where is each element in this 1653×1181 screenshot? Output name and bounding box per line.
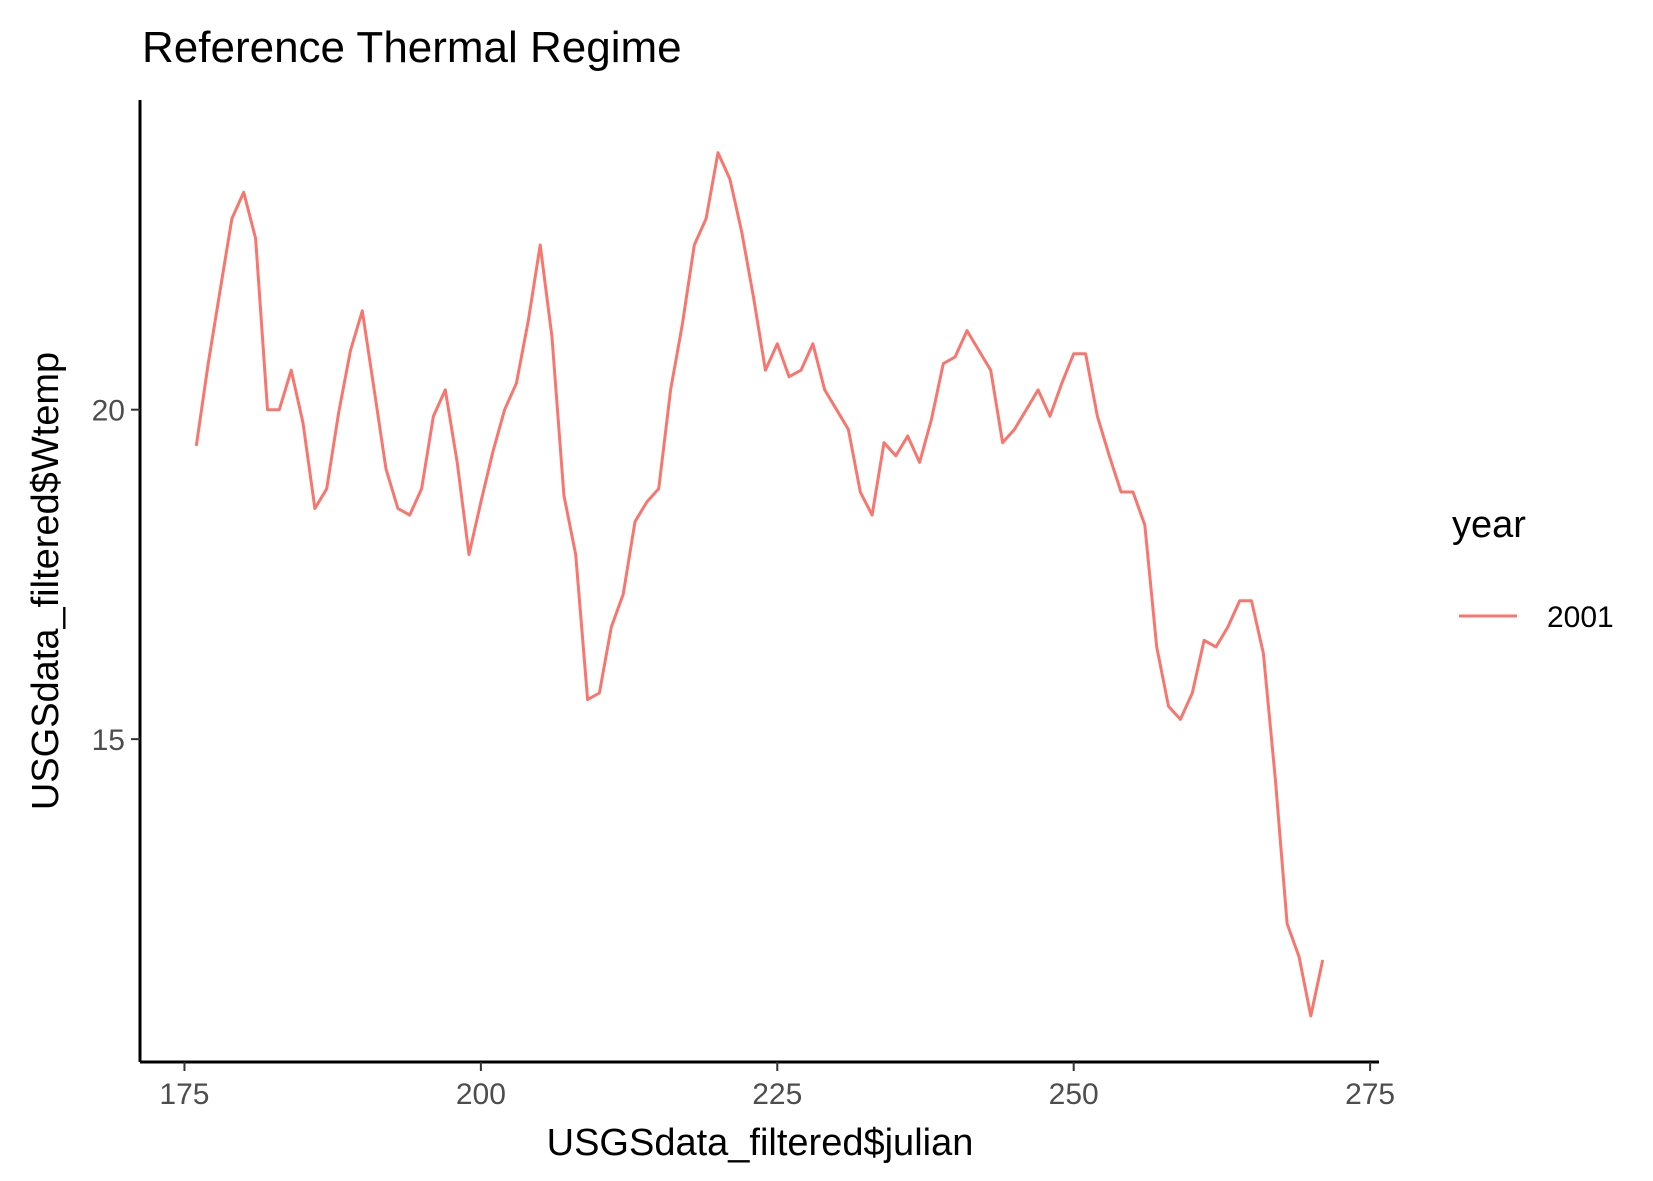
y-tick-label: 20 [92, 395, 125, 428]
chart-title: Reference Thermal Regime [142, 23, 682, 72]
legend: year 2001 [1452, 504, 1614, 634]
x-tick-label: 200 [456, 1078, 506, 1111]
series-line-2001 [194, 151, 1325, 1018]
plot-area [194, 151, 1325, 1018]
y-tick-label: 15 [92, 724, 125, 757]
x-tick-label: 250 [1049, 1078, 1099, 1111]
x-axis-ticks: 175 200 225 250 275 [159, 1062, 1395, 1111]
x-tick-label: 225 [752, 1078, 802, 1111]
x-tick-label: 275 [1345, 1078, 1395, 1111]
legend-title: year [1452, 504, 1526, 546]
legend-label: 2001 [1547, 601, 1614, 634]
x-axis-title: USGSdata_filtered$julian [547, 1122, 974, 1164]
y-axis-title: USGSdata_filtered$Wtemp [25, 352, 67, 810]
x-tick-label: 175 [159, 1078, 209, 1111]
